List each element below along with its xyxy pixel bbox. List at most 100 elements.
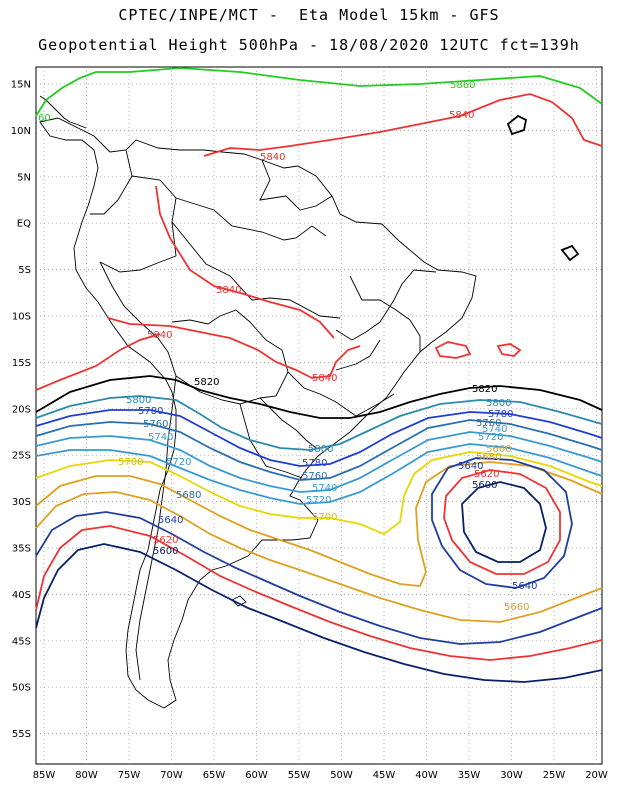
contour-5600-low [461,481,547,563]
south-america-coastline [39,117,477,709]
contour-label: 5740 [312,483,337,494]
contour-5600 [35,543,603,683]
contour-5680 [35,461,603,587]
contour-label: 5620 [474,469,499,480]
contour-label: 5660 [486,444,511,455]
contour-label: 5840 [260,152,285,163]
contour-5740 [35,431,603,493]
chart-title-line2: Geopotential Height 500hPa - 18/08/2020 … [38,36,580,54]
longitude-tick-label: 20W [585,770,608,781]
contour-label: 5600 [153,546,178,557]
longitude-tick-label: 85W [33,770,56,781]
contour-label: 5820 [194,377,219,388]
latitude-tick-label: 30S [12,497,31,508]
longitude-tick-label: 70W [160,770,183,781]
latitude-tick-label: 40S [12,590,31,601]
contour-label: 5720 [478,432,503,443]
contour-label: 5780 [302,458,327,469]
latitude-tick-label: 20S [12,404,31,415]
contour-5840-interior [155,185,335,339]
contour-5840-small-2 [496,343,522,357]
longitude-tick-label: 30W [500,770,523,781]
contour-label: 5800 [486,398,511,409]
latitude-tick-label: 15N [11,80,31,91]
contour-label: 5700 [312,512,337,523]
longitude-tick-label: 25W [543,770,566,781]
contour-label: 5760 [143,419,168,430]
latitude-tick-label: 55S [12,729,31,740]
plot-frame [35,66,603,765]
height-contours [35,67,603,683]
contour-label: 5840 [147,330,172,341]
longitude-tick-label: 35W [458,770,481,781]
contour-label: 5740 [482,424,507,435]
contour-5840-loop [107,317,361,379]
latitude-tick-label: 5N [17,172,31,183]
contour-label: 5680 [176,490,201,501]
longitude-tick-label: 40W [415,770,438,781]
contour-5840-west [35,333,161,391]
latitude-tick-label: 50S [12,683,31,694]
longitude-tick-label: 50W [330,770,353,781]
contour-label: 5740 [148,432,173,443]
contour-5840-small-1 [434,341,472,359]
latitude-tick-label: 35S [12,544,31,555]
contour-label: 5640 [512,581,537,592]
latitude-tick-label: EQ [17,219,31,230]
longitude-tick-label: 55W [288,770,311,781]
contour-label: 5620 [153,535,178,546]
contour-5620 [35,525,603,661]
graticule [36,67,602,764]
contour-label: 5680 [476,452,501,463]
contour-label: 60 [38,113,51,124]
contour-label: 5700 [118,457,143,468]
contour-5660 [35,491,603,623]
contour-label: 5660 [504,602,529,613]
contour-5860 [35,67,603,117]
contour-5700 [35,451,603,536]
longitude-tick-label: 65W [203,770,226,781]
central-america [39,95,87,129]
latitude-tick-label: 45S [12,636,31,647]
latitude-tick-label: 10S [12,312,31,323]
contour-label: 5780 [138,406,163,417]
falkland-islands [231,595,247,607]
tick-labels: 15N 10N 5N EQ 5S 10S 15S 20S 25S 30S 35S 40S 45S 50S 5… [11,80,608,782]
contour-5640 [35,511,603,645]
contour-5620-low [443,469,561,575]
contour-label: 5800 [308,444,333,455]
contour-5800 [35,395,603,451]
contour-5820 [35,375,603,419]
contour-black-small-2 [560,244,580,262]
longitude-tick-label: 45W [373,770,396,781]
chart-title-line1: CPTEC/INPE/MCT - Eta Model 15km - GFS [118,6,500,24]
contour-label: 5760 [476,418,501,429]
contour-5760 [35,419,603,481]
contour-5720 [35,443,603,505]
contour-label: 5840 [449,110,474,121]
contour-label: 5720 [166,457,191,468]
contour-label: 5780 [488,409,513,420]
contour-label: 5760 [302,471,327,482]
latitude-tick-label: 25S [12,451,31,462]
contour-label: 5640 [458,461,483,472]
contour-label: 5640 [158,515,183,526]
contour-black-small-1 [506,114,528,136]
contour-5640-low [431,457,573,589]
contour-label: 5720 [306,495,331,506]
longitude-tick-label: 80W [75,770,98,781]
contour-label: 5600 [472,480,497,491]
contour-5780 [35,409,603,467]
contour-label: 5840 [216,285,241,296]
latitude-tick-label: 10N [11,126,31,137]
contour-5840-north [203,93,603,157]
contour-labels: 5860 60 5840 5840 5840 5840 5840 5820 58… [38,80,537,613]
contour-label: 5820 [472,384,497,395]
contour-label: 5840 [312,373,337,384]
longitude-tick-label: 60W [245,770,268,781]
latitude-tick-label: 5S [18,265,31,276]
latitude-tick-label: 15S [12,358,31,369]
contour-label: 5860 [450,80,475,91]
longitude-tick-label: 75W [118,770,141,781]
